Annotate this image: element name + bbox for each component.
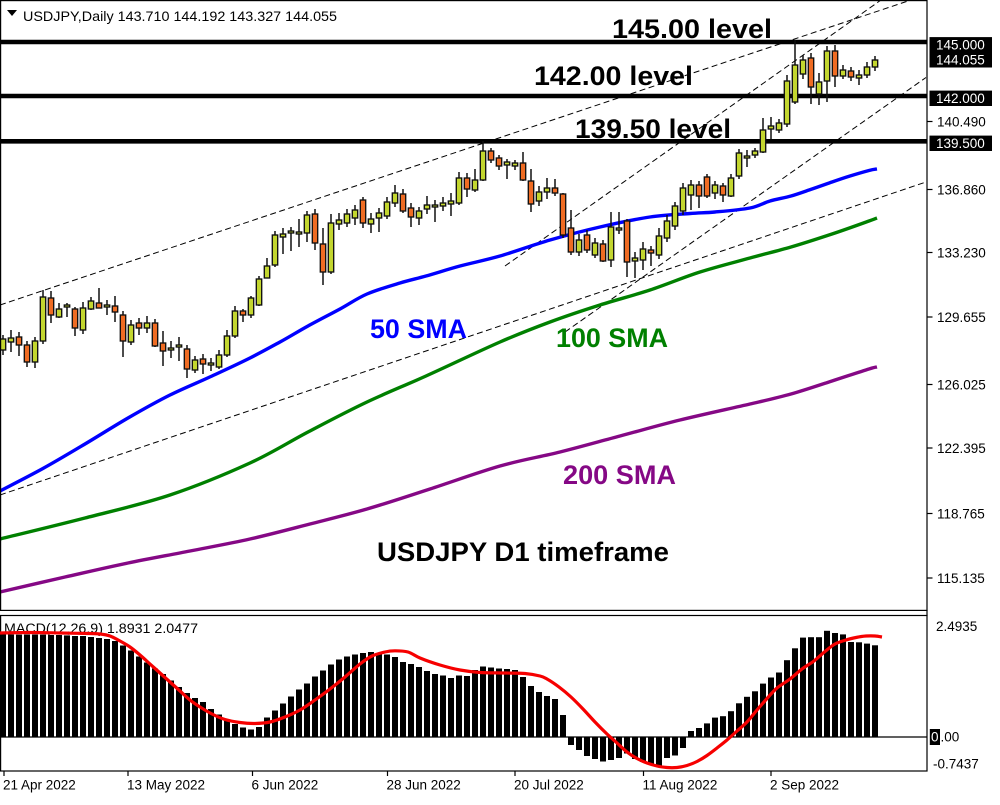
svg-text:142.00 level: 142.00 level bbox=[534, 61, 693, 91]
svg-text:136.860: 136.860 bbox=[937, 182, 986, 197]
svg-text:139.50 level: 139.50 level bbox=[575, 114, 731, 144]
svg-text:142.000: 142.000 bbox=[936, 91, 985, 106]
svg-text:28 Jun 2022: 28 Jun 2022 bbox=[387, 778, 461, 793]
svg-text:145.000: 145.000 bbox=[936, 38, 985, 53]
svg-text:-0.7437: -0.7437 bbox=[933, 757, 979, 772]
svg-text:118.765: 118.765 bbox=[937, 506, 985, 521]
svg-text:100 SMA: 100 SMA bbox=[556, 323, 668, 353]
svg-text:144.055: 144.055 bbox=[936, 53, 985, 68]
svg-text:.00: .00 bbox=[941, 730, 960, 745]
svg-text:200 SMA: 200 SMA bbox=[563, 460, 676, 490]
svg-text:11 Aug 2022: 11 Aug 2022 bbox=[643, 778, 718, 793]
svg-text:129.655: 129.655 bbox=[937, 310, 986, 325]
svg-text:USDJPY D1 timeframe: USDJPY D1 timeframe bbox=[377, 537, 669, 567]
svg-text:6 Jun 2022: 6 Jun 2022 bbox=[252, 778, 319, 793]
svg-text:115.135: 115.135 bbox=[937, 571, 985, 586]
svg-text:0: 0 bbox=[931, 730, 939, 745]
svg-text:122.395: 122.395 bbox=[937, 441, 986, 456]
svg-text:20 Jul 2022: 20 Jul 2022 bbox=[514, 778, 584, 793]
svg-text:USDJPY,Daily 143.710 144.192: USDJPY,Daily 143.710 144.192 143.327 144… bbox=[23, 8, 337, 24]
svg-text:133.230: 133.230 bbox=[937, 245, 986, 260]
svg-text:140.490: 140.490 bbox=[937, 114, 986, 129]
svg-text:139.500: 139.500 bbox=[936, 136, 985, 151]
svg-text:126.025: 126.025 bbox=[937, 377, 986, 392]
svg-text:13 May 2022: 13 May 2022 bbox=[127, 778, 205, 793]
svg-text:50 SMA: 50 SMA bbox=[370, 314, 467, 344]
svg-text:21 Apr 2022: 21 Apr 2022 bbox=[3, 778, 76, 793]
svg-text:145.00 level: 145.00 level bbox=[612, 14, 772, 44]
svg-text:2.4935: 2.4935 bbox=[936, 619, 977, 634]
svg-text:2 Sep 2022: 2 Sep 2022 bbox=[770, 778, 839, 793]
